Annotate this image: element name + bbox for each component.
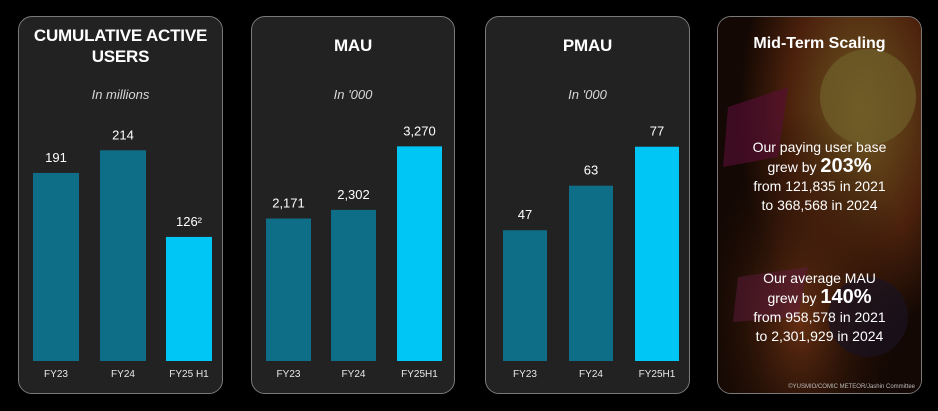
bar-value-label: 77 [650,124,664,139]
chart-title: PMAU [562,36,613,55]
category-label: FY23 [277,369,301,380]
bar-fy25-h1 [166,236,212,361]
mid-term-scaling-panel: Mid-Term Scaling Our paying user base gr… [717,16,922,394]
bar-value-label: 2,302 [337,187,370,202]
chart-title: MAU [333,36,373,55]
background-shade [718,17,921,393]
bar-fy23 [266,218,311,361]
category-label: FY23 [44,369,68,380]
category-label: FY25H1 [401,369,438,380]
mid-term-title: Mid-Term Scaling [753,35,886,52]
cumulative-active-users-panel: CUMULATIVE ACTIVE USERS In millions 191 F… [18,16,223,394]
category-label: FY24 [579,369,603,380]
category-label: FY25H1 [639,369,676,380]
stat-growth-value: 140% [820,286,872,308]
average-mau-stat: Our average MAU grew by 140% from 958,57… [718,269,921,346]
mau-chart: 2,171 FY23 2,302 FY24 3,270 FY25H1 [266,123,442,380]
stat-growth-line: grew by 203% [718,155,921,177]
bar-value-label: 3,270 [403,123,436,138]
bar-fy23 [503,230,547,361]
bar-value-label: 63 [584,163,598,178]
stat-growth-line: grew by 140% [718,286,921,308]
stat-growth-value: 203% [820,155,872,177]
chart-subtitle: In '000 [568,87,607,102]
bar-fy24 [569,185,613,361]
pmau-panel: PMAU In '000 47 FY23 63 FY24 77 FY25H1 [485,16,690,394]
stat-prefix: grew by [767,290,821,306]
stat-line: from 958,578 in 2021 [753,309,886,325]
stat-line: Our average MAU [763,270,876,286]
bar-value-label: 2,171 [272,195,305,210]
stat-line: to 2,301,929 in 2024 [755,328,884,344]
chart-subtitle: In millions [91,87,150,102]
bar-fy25h1 [635,146,679,361]
category-label: FY24 [111,369,135,380]
bar-fy25h1 [397,146,442,361]
category-label: FY24 [342,369,366,380]
stat-line: Our paying user base [752,139,887,155]
chart-subtitle: In '000 [333,87,373,102]
bar-value-label: 191 [45,150,67,165]
bar-fy24 [100,150,146,361]
bar-value-label: 47 [518,207,532,222]
mau-panel: MAU In '000 2,171 FY23 2,302 FY24 3,270 FY25H… [251,16,455,394]
cumulative-active-users-chart: 191 FY23 214 FY24 126² FY25 H1 [33,127,212,380]
paying-user-stat: Our paying user base grew by 203% from 1… [718,138,921,215]
chart-title: CUMULATIVE ACTIVE USERS [33,26,208,66]
stat-line: from 121,835 in 2021 [753,178,886,194]
bar-value-label: 214 [112,127,134,142]
stat-line: to 368,568 in 2024 [761,197,878,213]
bar-fy23 [33,172,79,361]
category-label: FY23 [513,369,537,380]
pmau-chart: 47 FY23 63 FY24 77 FY25H1 [503,124,679,380]
bar-value-label: 126² [176,214,203,229]
copyright-credit: ©YUSMIO/COMIC METEOR/Jashin Committee [788,384,915,390]
stat-prefix: grew by [767,159,821,175]
bar-fy24 [331,209,376,361]
category-label: FY25 H1 [169,369,209,380]
